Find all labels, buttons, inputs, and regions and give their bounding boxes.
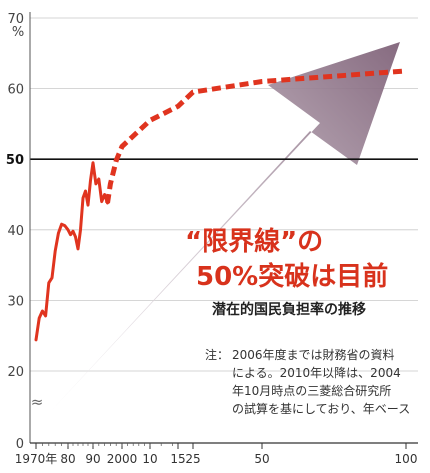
footnote-prefix: 注：	[205, 347, 229, 362]
x-tick-label: 15	[170, 452, 185, 466]
x-ticks: 1970年 80 90 2000 10 15 25 50 100	[15, 443, 418, 466]
x-tick-label: 25	[185, 452, 200, 466]
y-tick-label: 60	[7, 83, 24, 98]
footnote-line-3: 年10月時点の三菱総合研究所	[232, 383, 391, 398]
axis-break-symbol: ≈	[31, 393, 44, 411]
x-tick-label: 90	[85, 452, 100, 466]
x-tick-label: 2000	[107, 452, 138, 466]
headline: “限界線”の 50%突破は目前 潜在的国民負担率の推移	[185, 226, 388, 318]
footnote: 注： 2006年度までは財務省の資料 による。2010年以降は、2004 年10…	[205, 347, 410, 416]
y-tick-label: 0	[16, 437, 24, 452]
y-tick-label: 30	[7, 294, 24, 309]
footnote-line-2: による。2010年以降は、2004	[232, 366, 401, 380]
x-tick-label: 80	[60, 452, 75, 466]
x-tick-label: 50	[254, 452, 269, 466]
x-tick-label: 100	[395, 452, 418, 466]
footnote-line-1: 2006年度までは財務省の資料	[232, 347, 395, 362]
y-tick-label: 50	[6, 153, 24, 168]
series-layer	[34, 68, 407, 342]
y-tick-label: 20	[7, 365, 24, 380]
y-tick-label: 70	[7, 12, 24, 27]
headline-line1: “限界線”の	[185, 226, 323, 257]
y-tick-label: 40	[7, 224, 24, 239]
y-unit-label: %	[12, 25, 24, 40]
x-tick-label: 10	[142, 452, 157, 466]
footnote-line-4: の試算を基にしており、年ベース	[232, 401, 410, 416]
chart-subtitle: 潜在的国民負担率の推移	[212, 301, 366, 318]
x-tick-label: 1970年	[15, 452, 58, 466]
y-ticks: 0 20 30 40 50 60 70	[6, 12, 24, 452]
series-line-actual	[34, 161, 109, 342]
trend-arrow	[50, 42, 400, 412]
headline-line2: 50%突破は目前	[196, 261, 388, 292]
